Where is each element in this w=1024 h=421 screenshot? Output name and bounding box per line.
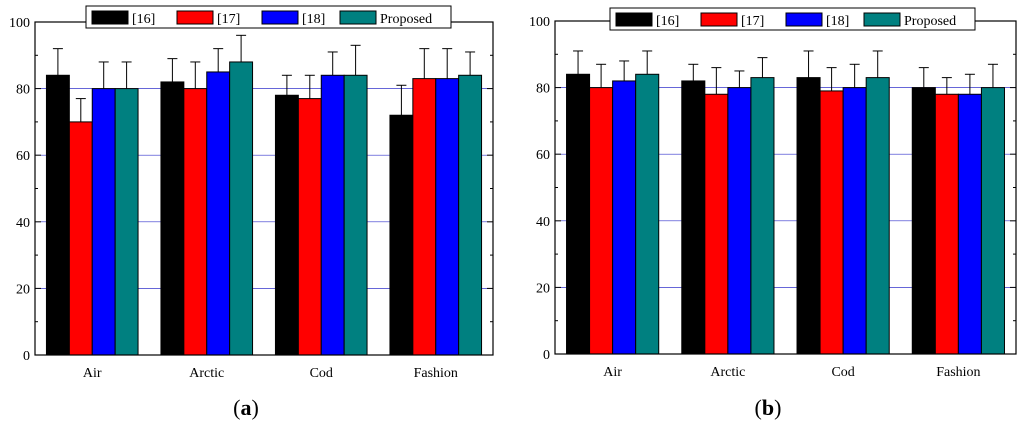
bar-a-air-s1	[68, 121, 93, 356]
bar-a-fashion-s2	[435, 78, 460, 356]
bar-a-air-s0	[45, 74, 70, 356]
legend-label: [18]	[302, 12, 325, 27]
bar-b-cod-s2	[842, 87, 867, 355]
legend-swatch	[615, 12, 653, 27]
bar-b-fashion-s0	[911, 87, 936, 355]
bar-a-cod-s0	[274, 94, 299, 356]
legend-label: [16]	[132, 12, 155, 27]
legend-label: Proposed	[904, 14, 956, 29]
bar-b-air-s0	[566, 73, 591, 355]
bar-a-arctic-s2	[206, 71, 231, 356]
bar-a-arctic-s1	[183, 88, 208, 356]
legend-swatch	[785, 12, 823, 27]
legend-label: Proposed	[380, 12, 432, 27]
legend: [16] [17] [18] Proposed	[609, 7, 976, 31]
legend-swatch	[863, 12, 901, 27]
bar-b-cod-s3	[865, 77, 890, 355]
bar-a-fashion-s3	[458, 74, 483, 356]
legend-swatch	[176, 10, 214, 25]
bar-a-air-s3	[114, 88, 139, 356]
y-tick-label: 0	[543, 348, 550, 363]
bar-a-fashion-s0	[389, 114, 414, 356]
bar-a-arctic-s0	[160, 81, 185, 356]
bar-a-arctic-s3	[229, 61, 254, 356]
y-tick-label: 0	[23, 349, 30, 364]
bar-b-fashion-s3	[980, 87, 1005, 355]
y-tick-label: 80	[536, 82, 550, 97]
bar-b-arctic-s3	[750, 77, 775, 355]
bar-b-fashion-s1	[934, 93, 959, 355]
y-tick-label: 80	[16, 83, 30, 98]
y-tick-label: 20	[536, 281, 550, 296]
category-label: Air	[603, 365, 622, 380]
category-label: Air	[83, 366, 102, 381]
category-label: Cod	[310, 366, 333, 381]
bar-b-air-s3	[635, 73, 660, 355]
category-label: Cod	[831, 365, 854, 380]
category-label: Fashion	[936, 365, 980, 380]
bar-b-arctic-s1	[704, 93, 729, 355]
y-tick-label: 100	[9, 16, 30, 31]
y-tick-label: 60	[536, 148, 550, 163]
legend-swatch	[339, 10, 377, 25]
legend-label: [16]	[656, 14, 679, 29]
y-tick-label: 20	[16, 282, 30, 297]
y-tick-label: 60	[16, 149, 30, 164]
legend-swatch	[261, 10, 299, 25]
legend-label: [17]	[217, 12, 240, 27]
bar-b-arctic-s2	[727, 87, 752, 355]
bar-b-cod-s0	[796, 77, 821, 355]
y-tick-label: 40	[16, 216, 30, 231]
bar-a-fashion-s1	[412, 78, 437, 356]
bar-b-arctic-s0	[681, 80, 706, 355]
bar-a-air-s2	[91, 88, 116, 356]
legend-swatch	[700, 12, 738, 27]
legend-swatch	[91, 10, 129, 25]
legend: [16] [17] [18] Proposed	[85, 5, 452, 29]
legend-label: [18]	[826, 14, 849, 29]
bar-b-air-s1	[589, 87, 614, 355]
bar-a-cod-s1	[297, 98, 322, 356]
y-tick-label: 100	[529, 15, 550, 30]
legend-label: [17]	[741, 14, 764, 29]
bar-b-fashion-s2	[957, 93, 982, 355]
y-tick-label: 40	[536, 215, 550, 230]
bar-a-cod-s2	[320, 74, 345, 356]
category-label: Arctic	[710, 365, 745, 380]
bar-b-cod-s1	[819, 90, 844, 355]
panel-label: (b)	[755, 395, 782, 420]
category-label: Arctic	[189, 366, 224, 381]
bar-a-cod-s3	[343, 74, 368, 356]
category-label: Fashion	[414, 366, 458, 381]
bar-b-air-s2	[612, 80, 637, 355]
panel-label: (a)	[233, 395, 259, 420]
